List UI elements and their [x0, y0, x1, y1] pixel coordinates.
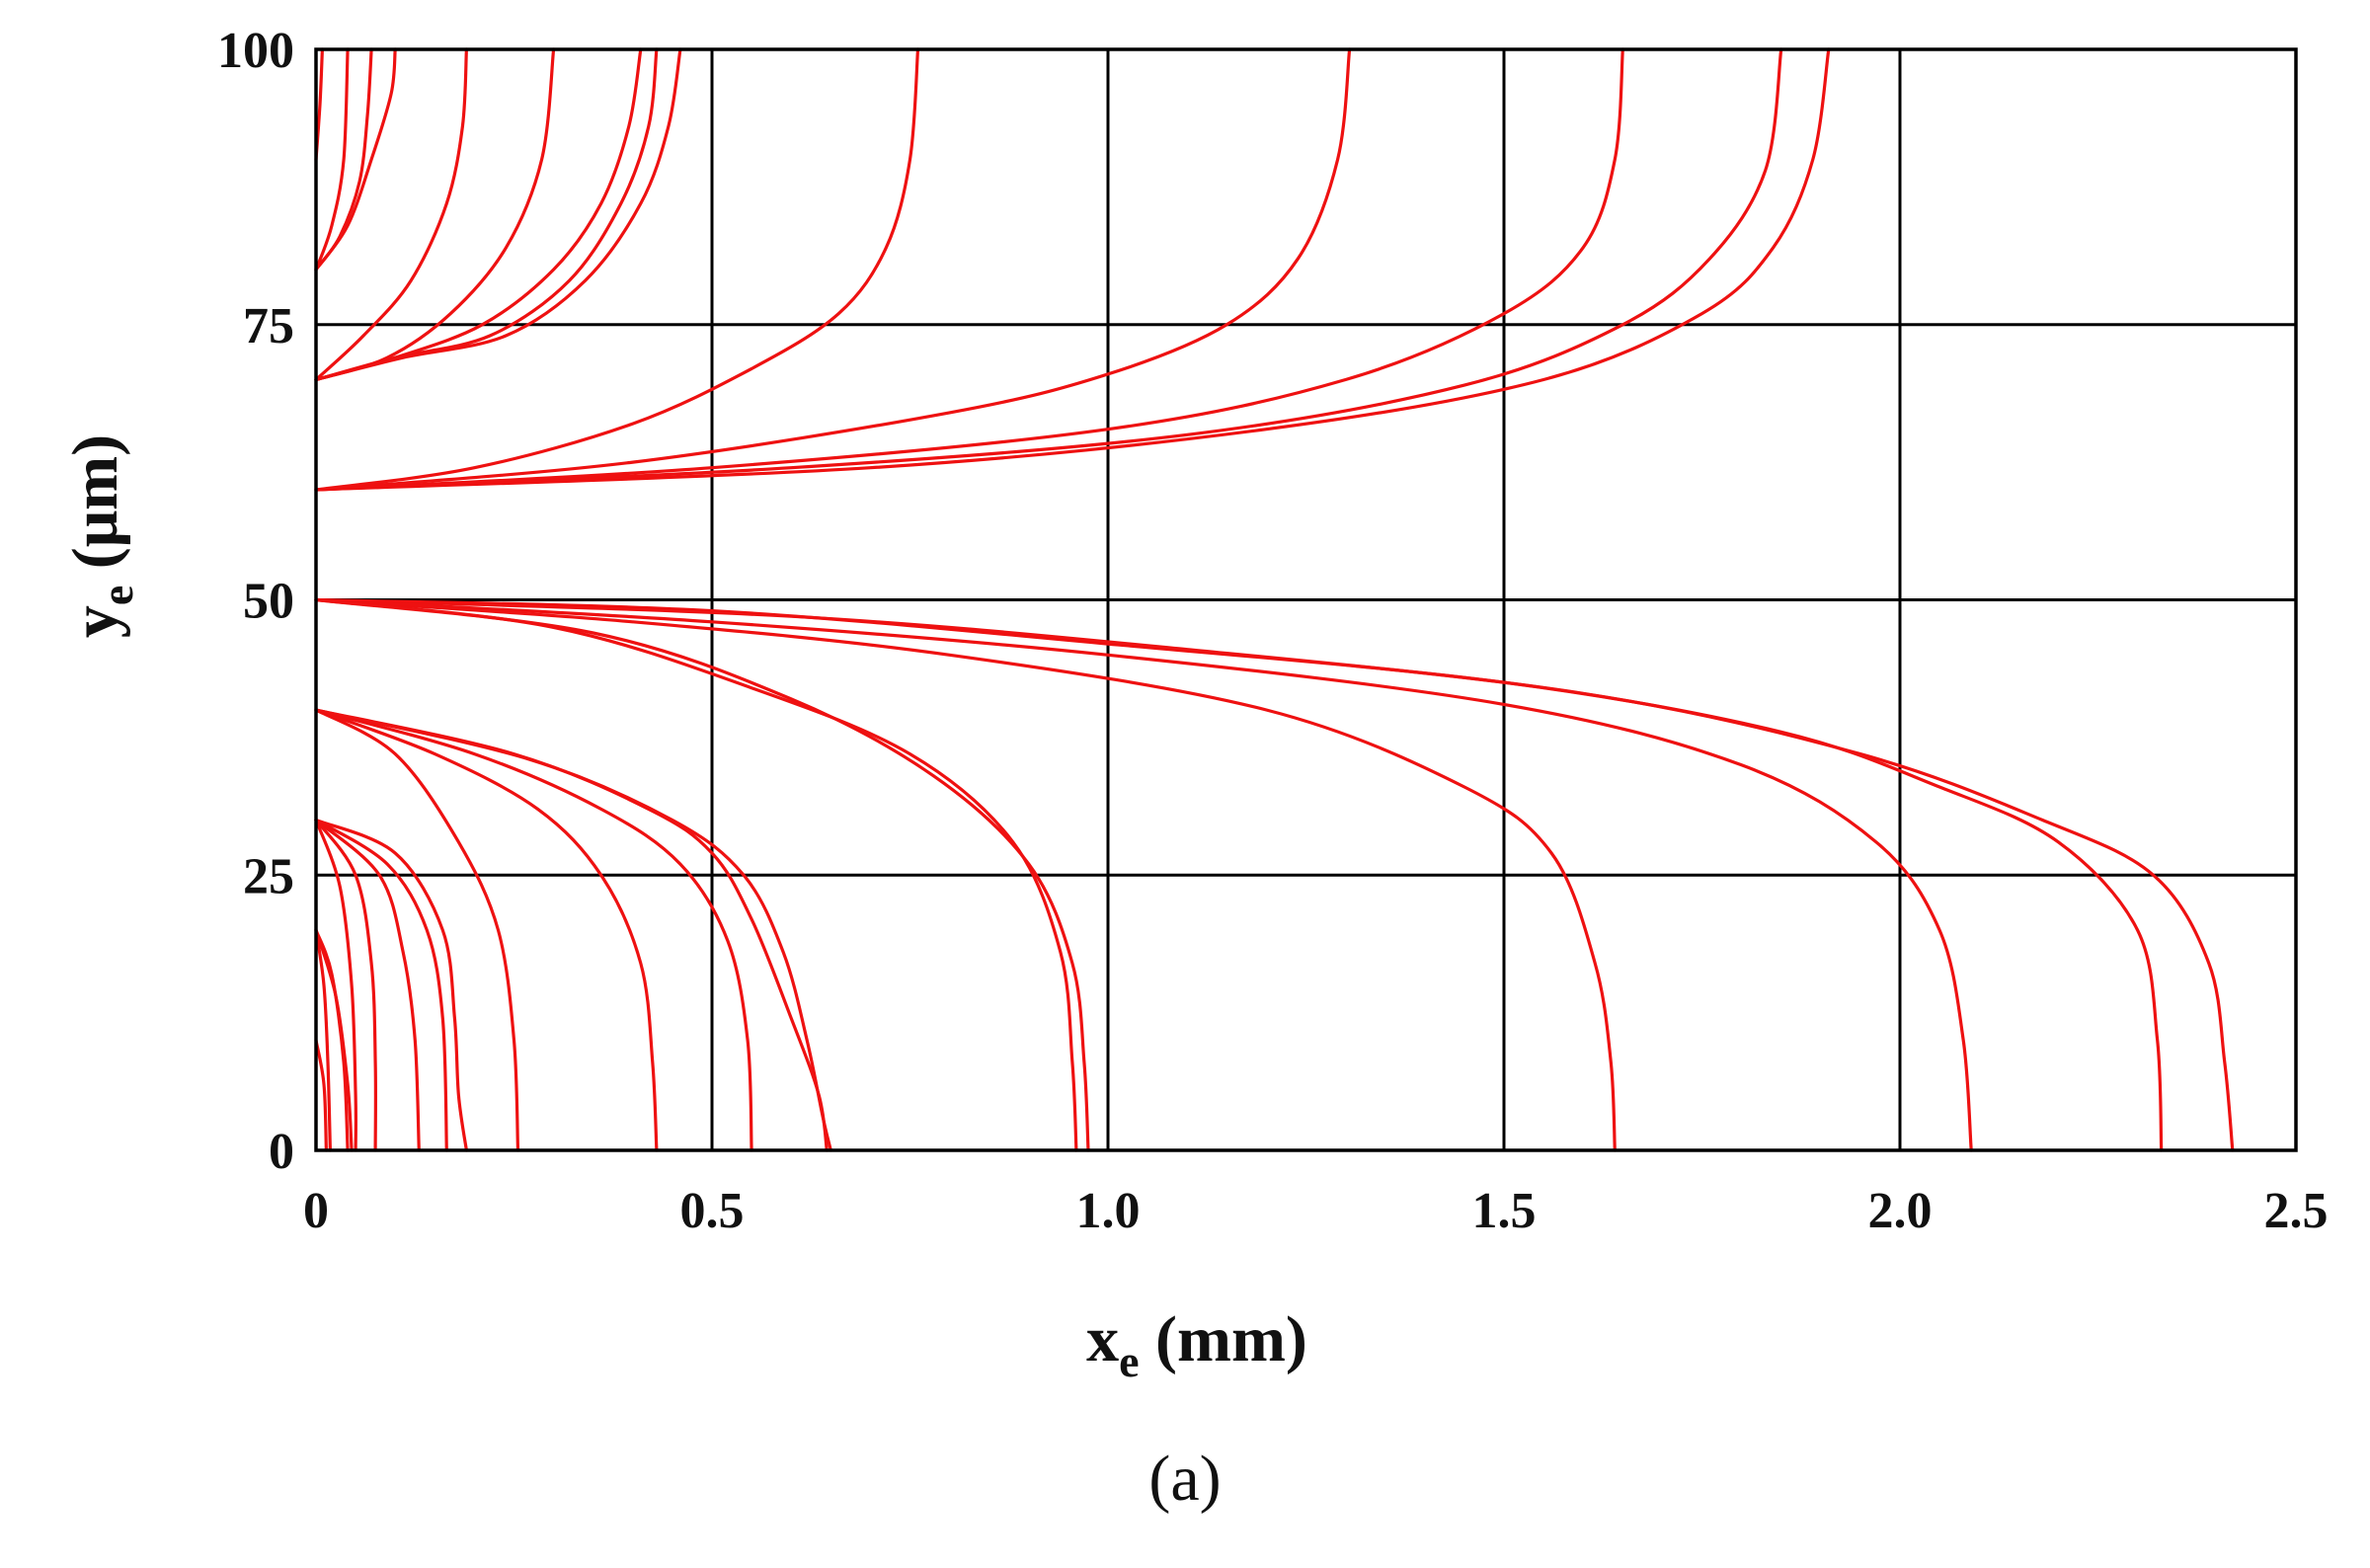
series-line-21: [314, 708, 659, 1152]
y-tick-label: 25: [243, 848, 294, 904]
series-line-6: [314, 47, 643, 382]
series-line-26: [314, 818, 378, 1152]
series-line-11: [314, 47, 1624, 492]
series-line-25: [314, 818, 358, 1152]
x-tick-label: 2.5: [2264, 1183, 2329, 1239]
series-line-9: [314, 47, 920, 492]
series-line-20: [314, 708, 520, 1152]
series-line-27: [314, 818, 421, 1152]
series-line-10: [314, 47, 1352, 492]
series-line-16: [314, 597, 1617, 1152]
series-line-13: [314, 47, 1831, 492]
series-line-19: [314, 597, 1090, 1152]
series-line-24: [314, 708, 832, 1152]
x-axis-label: xe (mm): [1086, 1303, 1307, 1386]
series-line-28: [314, 818, 448, 1152]
x-tick-label: 0.5: [680, 1183, 745, 1239]
series-line-7: [314, 47, 659, 382]
y-axis-label: ye (μm): [59, 434, 142, 638]
plot-frame: [314, 47, 2298, 1152]
series-group: [314, 47, 2235, 1152]
series-line-4: [314, 47, 468, 382]
series-line-29: [314, 818, 468, 1152]
x-tick-label: 1.0: [1076, 1183, 1141, 1239]
series-line-32: [314, 928, 354, 1152]
series-line-5: [314, 47, 556, 382]
y-tick-label: 50: [243, 574, 294, 630]
plot-border: [314, 47, 2298, 1152]
x-tick-label: 0: [303, 1183, 329, 1239]
series-line-17: [314, 597, 1973, 1152]
panel-label: (a): [1148, 1443, 1222, 1515]
series-line-3: [314, 47, 397, 272]
y-tick-label: 100: [217, 23, 294, 79]
series-line-22: [314, 708, 753, 1152]
series-line-33: [314, 1038, 328, 1152]
y-tick-label: 75: [243, 298, 294, 354]
series-line-12: [314, 47, 1783, 492]
series-line-8: [314, 47, 682, 382]
tick-labels: 0 0.5 1.0 1.5 2.0 2.5 0 25 50 75 100: [217, 23, 2329, 1239]
series-line-15: [314, 597, 2235, 1152]
series-line-30: [314, 928, 332, 1152]
y-tick-label: 0: [269, 1124, 294, 1180]
x-tick-label: 2.0: [1868, 1183, 1933, 1239]
x-tick-label: 1.5: [1472, 1183, 1537, 1239]
series-line-1: [314, 47, 350, 272]
grid: [316, 49, 2296, 1150]
